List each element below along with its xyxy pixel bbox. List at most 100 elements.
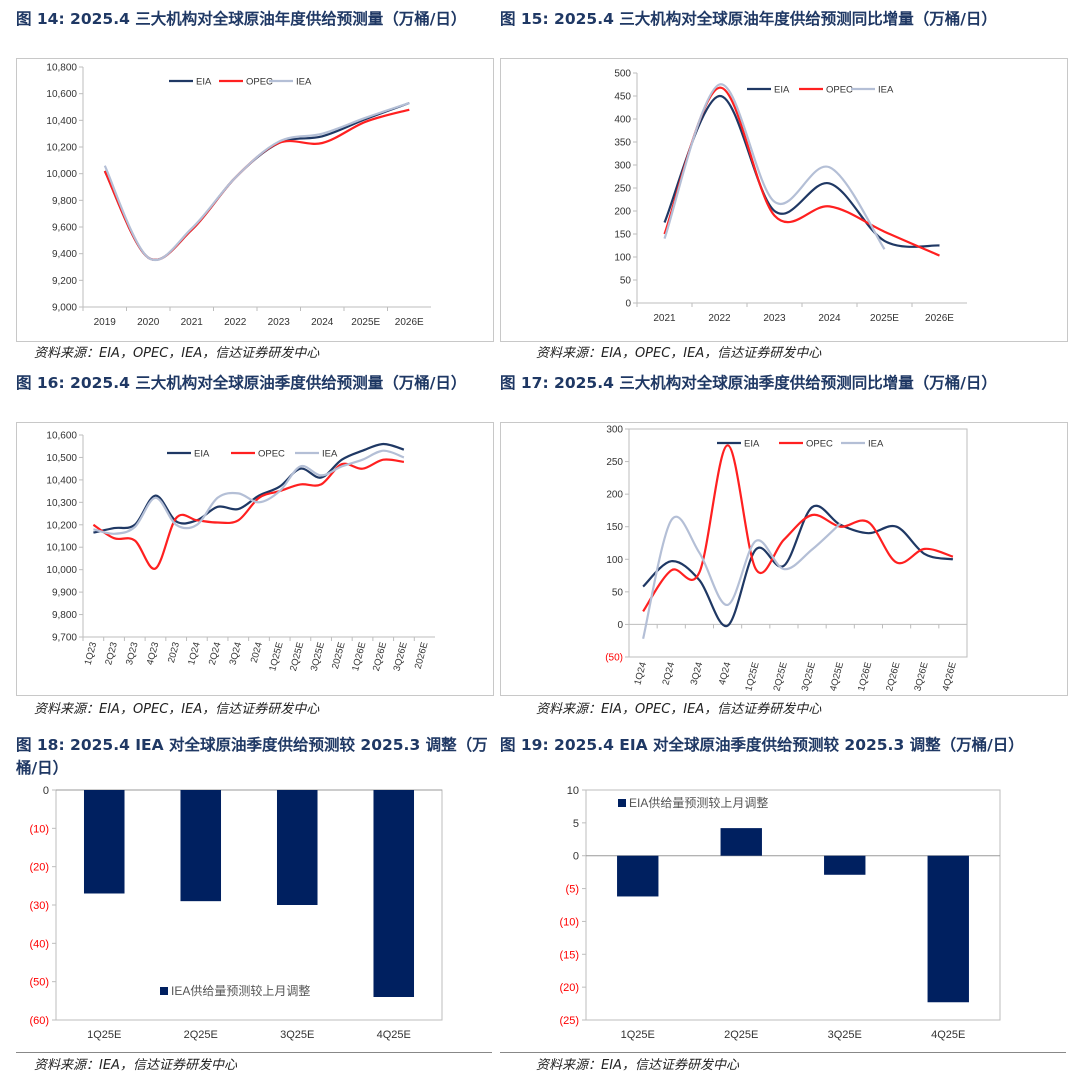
x-tick-label: 4Q26E	[941, 661, 959, 692]
figure-16-chart-frame: 9,700 9,800 9,900 10,000 10,100 10,200 10,300 1…	[16, 422, 494, 696]
figure-14-source: 资料来源：EIA，OPEC，IEA，信达证券研发中心	[34, 346, 320, 361]
y-tick-label: 9,400	[52, 249, 77, 260]
y-tick-label: 9,000	[52, 303, 77, 314]
figure-17-title: 图 17: 2025.4 三大机构对全球原油季度供给预测同比增量（万桶/日）	[500, 374, 997, 392]
figure-18-chart-frame: (60) (50) (40) (30) (20) (10) 0 1Q25E 2Q25E 3Q25E…	[16, 780, 492, 1052]
figure-16-source: 资料来源：EIA，OPEC，IEA，信达证券研发中心	[34, 702, 320, 717]
y-tick-label: 50	[612, 587, 624, 598]
series-line-iea	[93, 449, 405, 535]
y-tick-label: 400	[614, 115, 631, 126]
y-tick-label: 200	[614, 207, 631, 218]
figure-17: 图 17: 2025.4 三大机构对全球原油季度供给预测同比增量（万桶/日） (…	[500, 372, 1070, 720]
y-tick-label: (10)	[559, 916, 579, 928]
figure-18-divider	[16, 1052, 492, 1053]
bar-2q25e	[180, 790, 222, 902]
y-tick-label: 450	[614, 92, 631, 103]
x-tick-label: 1Q24	[186, 641, 203, 666]
y-tick-label: 150	[614, 230, 631, 241]
y-tick-label: 10,400	[46, 116, 77, 127]
x-tick-label: 2024	[311, 317, 334, 328]
x-tick-label: 2Q26E	[884, 661, 902, 692]
figure-18: 图 18: 2025.4 IEA 对全球原油季度供给预测较 2025.3 调整（…	[16, 734, 494, 1080]
series-line-iea	[642, 515, 842, 640]
figure-19-chart-frame: (25) (20) (15) (10) (5) 0 5 10 1Q25E 2Q25E 3Q25E 4Q…	[500, 780, 1066, 1052]
bar-3q25e	[824, 855, 866, 875]
y-tick-label: (10)	[29, 823, 49, 835]
y-tick-label: 300	[614, 161, 631, 172]
y-tick-label: 10,600	[46, 89, 77, 100]
x-tick-label: 4Q23	[145, 641, 162, 666]
y-tick-label: 100	[606, 555, 623, 566]
y-tick-label: 300	[606, 425, 623, 436]
x-tick-label: 1Q24	[632, 661, 649, 686]
y-tick-label: 10,300	[46, 498, 77, 509]
y-tick-label: (5)	[566, 884, 579, 896]
series-line-opec	[642, 444, 954, 613]
series-line-iea	[103, 101, 410, 261]
figure-19-chart: (25) (20) (15) (10) (5) 0 5 10 1Q25E 2Q25E 3Q25E 4Q…	[559, 785, 1001, 1041]
figure-18-chart: (60) (50) (40) (30) (20) (10) 0 1Q25E 2Q25E 3Q25E…	[29, 785, 443, 1041]
x-tick-label: 3Q26E	[912, 661, 930, 692]
x-tick-label: 4Q25E	[931, 1029, 965, 1041]
plot-area-border	[585, 789, 1001, 1021]
bar-3q25e	[276, 790, 318, 905]
y-tick-label: 0	[573, 851, 579, 863]
figure-15: 图 15: 2025.4 三大机构对全球原油年度供给预测同比增量（万桶/日） 0…	[500, 8, 1070, 361]
figure-15-chart-frame: 0 50 100 150 200 250 300 350 400 450 500 2021 2022 20…	[500, 58, 1068, 342]
bar-1q25e	[617, 855, 659, 897]
x-tick-label: 2Q26E	[371, 641, 389, 672]
y-tick-label: 10,600	[46, 431, 77, 442]
x-tick-label: 2025E	[351, 317, 380, 328]
legend-label-iea: IEA	[868, 439, 884, 450]
x-tick-label: 1Q25E	[267, 641, 285, 672]
legend-swatch	[160, 987, 168, 995]
legend-label-iea: IEA	[296, 77, 312, 88]
y-tick-label: 0	[617, 620, 623, 631]
x-tick-label: 3Q25E	[800, 661, 818, 692]
figure-15-title: 图 15: 2025.4 三大机构对全球原油年度供给预测同比增量（万桶/日）	[500, 10, 997, 28]
figure-16-title: 图 16: 2025.4 三大机构对全球原油季度供给预测量（万桶/日）	[16, 374, 467, 392]
y-tick-label: (50)	[605, 653, 623, 664]
bar-2q25e	[720, 828, 762, 856]
x-tick-label: 2026E	[413, 641, 431, 670]
y-tick-label: (40)	[29, 938, 49, 950]
figure-16: 图 16: 2025.4 三大机构对全球原油季度供给预测量（万桶/日） 9,70…	[16, 372, 494, 720]
y-tick-label: 10,400	[46, 475, 77, 486]
x-tick-label: 2025E	[870, 313, 899, 324]
y-tick-label: 10,200	[46, 520, 77, 531]
y-tick-label: 10,500	[46, 453, 77, 464]
x-tick-label: 3Q25E	[828, 1029, 862, 1041]
figure-15-source: 资料来源：EIA，OPEC，IEA，信达证券研发中心	[536, 346, 822, 361]
figure-19-divider	[500, 1052, 1066, 1053]
legend-label: IEA供给量预测较上月调整	[171, 983, 310, 998]
x-tick-label: 2025E	[330, 641, 348, 670]
x-tick-label: 2Q24	[661, 661, 678, 686]
series-line-opec	[92, 458, 405, 570]
y-tick-label: 10,100	[46, 543, 77, 554]
y-tick-label: 150	[606, 522, 623, 533]
figure-18-source: 资料来源：IEA，信达证券研发中心	[34, 1058, 237, 1073]
y-tick-label: 9,900	[52, 588, 77, 599]
figure-17-source: 资料来源：EIA，OPEC，IEA，信达证券研发中心	[536, 702, 822, 717]
x-tick-label: 1Q25E	[743, 661, 761, 692]
x-tick-label: 4Q25E	[377, 1029, 411, 1041]
y-tick-label: 100	[614, 253, 631, 264]
figure-14-chart: 9,000 9,200 9,400 9,600 9,800 10,000 10,200 10,…	[46, 63, 431, 328]
x-tick-label: 2023	[763, 313, 786, 324]
figure-19: 图 19: 2025.4 EIA 对全球原油季度供给预测较 2025.3 调整（…	[500, 734, 1070, 1080]
legend-label-opec: OPEC	[246, 77, 273, 88]
x-tick-label: 1Q26E	[350, 641, 368, 672]
y-tick-label: 200	[606, 490, 623, 501]
series-line-iea	[663, 83, 886, 250]
x-tick-label: 3Q24	[228, 641, 245, 666]
x-tick-label: 3Q26E	[392, 641, 410, 672]
x-tick-label: 2024	[818, 313, 841, 324]
y-tick-label: 5	[573, 818, 579, 830]
figure-14-title: 图 14: 2025.4 三大机构对全球原油年度供给预测量（万桶/日）	[16, 10, 467, 28]
y-tick-label: (20)	[29, 862, 49, 874]
x-tick-label: 2Q23	[103, 641, 120, 666]
x-tick-label: 1Q26E	[856, 661, 874, 692]
figure-17-chart: (50) 0 50 100 150 200 250 300 1Q24 2Q24 3Q24 4Q24 1Q…	[605, 425, 968, 692]
legend-label-iea: IEA	[322, 449, 338, 460]
y-tick-label: 0	[43, 785, 49, 797]
